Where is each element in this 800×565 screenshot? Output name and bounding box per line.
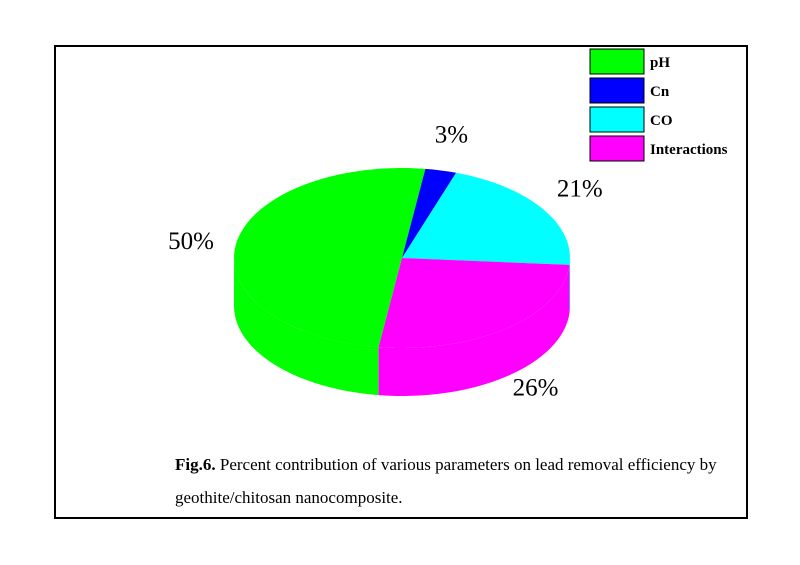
- slice-interactions: [378, 258, 570, 348]
- legend-label-ph: pH: [650, 55, 670, 71]
- caption-label: Fig.6.: [175, 455, 216, 474]
- slice-cn: [402, 168, 457, 258]
- slice-side-interactions: [378, 264, 570, 396]
- label-ph: 50%: [168, 228, 214, 255]
- label-cn: 3%: [435, 122, 468, 149]
- legend-label-interactions: Interactions: [650, 142, 728, 158]
- slice-side-ph: [234, 258, 379, 396]
- legend-swatch-co: [589, 106, 645, 133]
- caption-text: Percent contribution of various paramete…: [175, 455, 717, 507]
- pie-slices: [234, 168, 570, 348]
- legend-swatch-ph: [589, 48, 645, 75]
- pie-sides: [234, 258, 570, 396]
- legend: pH Cn CO Interactions: [589, 48, 728, 162]
- legend-label-cn: Cn: [650, 84, 670, 100]
- legend-label-co: CO: [650, 113, 673, 129]
- label-co: 21%: [557, 176, 603, 203]
- pie-labels: 50% 3% 21% 26%: [168, 122, 603, 402]
- figure-caption: Fig.6. Percent contribution of various p…: [175, 448, 735, 514]
- legend-swatch-cn: [589, 77, 645, 104]
- label-interactions: 26%: [513, 375, 559, 402]
- slice-co: [402, 172, 570, 265]
- slice-side-co: [569, 258, 570, 313]
- slice-ph: [234, 168, 426, 348]
- legend-swatch-interactions: [589, 135, 645, 162]
